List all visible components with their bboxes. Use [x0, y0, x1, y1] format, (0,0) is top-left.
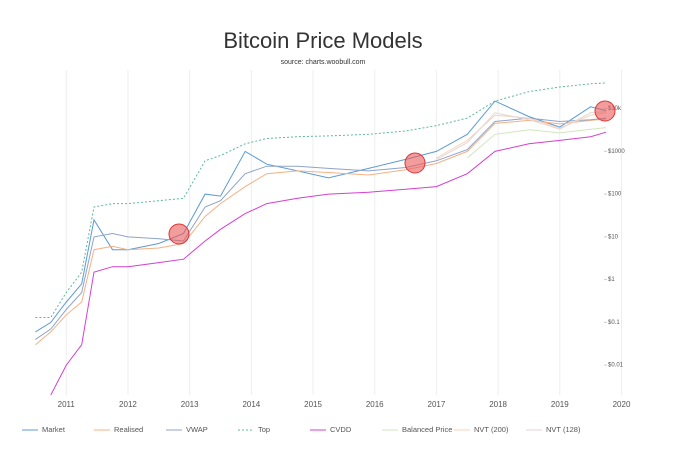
legend-label: CVDD: [330, 425, 352, 434]
highlight-circle: [168, 223, 190, 245]
x-tick-label: 2018: [489, 400, 507, 409]
series-line: [436, 112, 607, 159]
highlight-circle: [404, 152, 426, 174]
series-line: [35, 118, 607, 346]
series-line: [35, 82, 607, 318]
series-line: [35, 100, 607, 333]
y-tick-label: $0.1: [608, 320, 620, 326]
x-tick-label: 2017: [428, 400, 446, 409]
chart-title: Bitcoin Price Models: [223, 28, 422, 53]
highlight-circle: [594, 100, 616, 122]
series-line: [466, 127, 607, 159]
y-tick-label: $100: [608, 192, 622, 198]
series-line: [35, 117, 607, 340]
x-tick-label: 2016: [366, 400, 384, 409]
legend-label: Balanced Price: [402, 425, 452, 434]
series-line: [436, 111, 607, 160]
legend-label: NVT (200): [474, 425, 509, 434]
highlights: [168, 100, 616, 245]
y-tick-label: $10: [608, 234, 619, 240]
plot-area: 2011 2012 2013 2014 2015 2016 2017 2018 2019 2020…: [22, 70, 631, 434]
legend-label: VWAP: [186, 425, 208, 434]
legend-label: Top: [258, 425, 270, 434]
series-line: [50, 131, 607, 396]
y-tick-label: $0.01: [608, 363, 624, 369]
x-tick-label: 2020: [613, 400, 631, 409]
chart-subtitle: source: charts.woobull.com: [281, 59, 366, 66]
y-tick-label: $1: [608, 277, 615, 283]
x-tick-label: 2012: [119, 400, 137, 409]
x-tick-label: 2013: [181, 400, 199, 409]
legend-label: Market: [42, 425, 66, 434]
y-tick-label: $1000: [608, 149, 625, 155]
legend-label: Realised: [114, 425, 143, 434]
x-tick-label: 2014: [242, 400, 260, 409]
x-tick-label: 2019: [551, 400, 569, 409]
legend-label: NVT (128): [546, 425, 581, 434]
x-tick-label: 2011: [58, 400, 76, 409]
x-tick-label: 2015: [304, 400, 322, 409]
